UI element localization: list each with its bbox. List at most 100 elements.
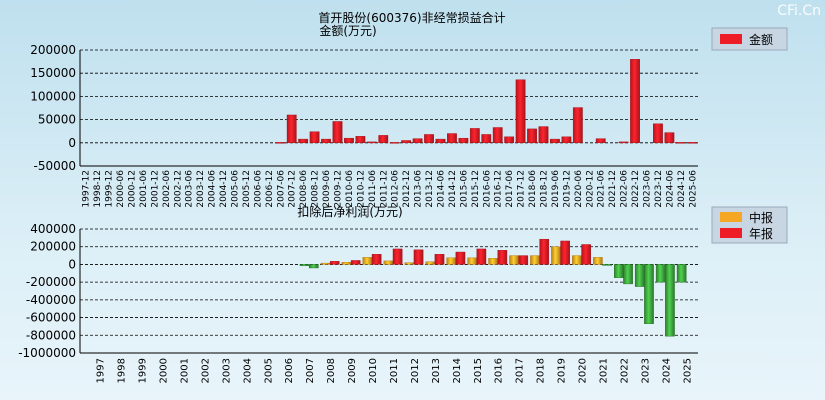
chart1-x-tick-label: 2003-06 bbox=[185, 170, 195, 208]
chart1-x-tick-labels: 1997-12 1998-12 1999-12 2000-06 2000-12 2001-… bbox=[82, 170, 699, 208]
chart1-y-tick-label: -50000 bbox=[33, 159, 76, 173]
chart1-x-tick-label: 2003-12 bbox=[196, 170, 206, 208]
chart2-bar-annual bbox=[665, 264, 675, 337]
chart2-bar-annual bbox=[644, 264, 654, 324]
chart1-x-tick-label: 2017-12 bbox=[517, 170, 527, 208]
chart2-bar-annual bbox=[413, 249, 424, 265]
chart1-x-tick-label: 2011-12 bbox=[379, 170, 389, 208]
chart2-bar-annual bbox=[539, 238, 550, 265]
chart2-bar-annual bbox=[455, 251, 466, 265]
chart1-x-tick-label: 2013-06 bbox=[414, 170, 424, 208]
chart2-bar-interim bbox=[572, 255, 582, 265]
chart1-bar bbox=[458, 137, 469, 144]
chart1-x-tick-label: 2008-06 bbox=[299, 170, 309, 208]
chart1-bar bbox=[572, 107, 583, 144]
chart2-bar-interim bbox=[341, 262, 352, 265]
chart2-grid: 400000 200000 0 -200000 -400000 -600000 -80000… bbox=[18, 222, 698, 360]
chart2-y-tick-label: -600000 bbox=[26, 311, 76, 325]
chart2-bar-annual bbox=[497, 250, 508, 265]
chart1-x-tick-label: 2022-12 bbox=[631, 170, 641, 208]
chart1-x-tick-label: 2023-06 bbox=[643, 170, 653, 208]
chart1-legend-box bbox=[711, 27, 788, 51]
chart2-x-tick-label: 2016 bbox=[494, 358, 505, 383]
chart2-legend: 中报 年报 bbox=[711, 206, 788, 244]
chart1-bar bbox=[332, 121, 343, 144]
chart2-bar-interim bbox=[404, 262, 415, 265]
chart1-bar bbox=[469, 128, 480, 144]
chart1-bar bbox=[653, 123, 663, 144]
chart2-y-tick-label: 400000 bbox=[30, 222, 76, 236]
chart1-x-tick-label: 2006-06 bbox=[253, 170, 263, 208]
chart1-x-tick-label: 2012-06 bbox=[391, 170, 401, 208]
chart1-bar bbox=[309, 131, 320, 144]
chart1-bar bbox=[550, 138, 560, 143]
chart1-x-tick-label: 2012-12 bbox=[402, 170, 412, 208]
chart1-x-tick-label: 2018-06 bbox=[528, 170, 538, 208]
chart2-bar-interim bbox=[383, 260, 394, 265]
chart1-x-tick-label: 2005-12 bbox=[242, 170, 252, 208]
chart2-x-tick-label: 2020 bbox=[578, 358, 589, 383]
chart2-x-tick-label: 2015 bbox=[473, 358, 484, 383]
chart1-x-tick-label: 2013-12 bbox=[425, 170, 435, 208]
chart2-bar-annual bbox=[329, 261, 340, 265]
chart1-y-tick-label: 200000 bbox=[30, 43, 76, 57]
chart2-x-tick-label: 2017 bbox=[515, 358, 526, 383]
chart1-x-tick-label: 2002-12 bbox=[173, 170, 183, 208]
chart2-bar-interim bbox=[362, 257, 373, 265]
chart1-bar bbox=[286, 114, 297, 143]
chart1-bar bbox=[504, 136, 515, 144]
chart1-bar bbox=[538, 126, 549, 143]
chart2-x-tick-label: 2012 bbox=[410, 358, 421, 383]
chart1-x-tick-label: 2024-06 bbox=[665, 170, 675, 208]
chart1-x-tick-label: 2005-06 bbox=[231, 170, 241, 208]
chart1-x-tick-label: 2007-06 bbox=[276, 170, 286, 208]
chart2-bar-annual bbox=[623, 264, 633, 285]
chart2-x-tick-label: 2002 bbox=[200, 358, 211, 383]
chart2-x-tick-label: 2013 bbox=[431, 358, 442, 383]
chart1-x-tick-label: 2019-12 bbox=[562, 170, 572, 208]
chart1-bar bbox=[435, 138, 446, 143]
chart2-bar-annual bbox=[476, 248, 487, 265]
chart2-x-tick-labels: 1997 1998 1999 2000 2001 2002 2003 2004 2005 2006… bbox=[96, 358, 694, 383]
chart1-bar bbox=[515, 79, 526, 143]
chart1-x-tick-label: 2008-12 bbox=[311, 170, 321, 208]
chart1-bar bbox=[412, 138, 423, 143]
chart2-bar-annual bbox=[518, 255, 529, 265]
chart1-x-tick-label: 2009-06 bbox=[322, 170, 332, 208]
chart1-x-tick-label: 2018-12 bbox=[540, 170, 550, 208]
chart2-bar-interim bbox=[530, 255, 540, 265]
chart1-x-tick-label: 1997-12 bbox=[82, 170, 92, 208]
chart2-y-tick-label: 0 bbox=[68, 257, 76, 271]
chart1-bar bbox=[675, 142, 686, 144]
chart2-x-tick-label: 2011 bbox=[389, 358, 400, 383]
chart2-x-tick-label: 2023 bbox=[640, 358, 651, 383]
chart2-bar-interim bbox=[509, 255, 519, 265]
chart1-x-tick-label: 2019-06 bbox=[551, 170, 561, 208]
chart1-y-tick-label: 150000 bbox=[30, 66, 76, 80]
chart1-x-tick-label: 2004-06 bbox=[208, 170, 218, 208]
chart2-bar-interim bbox=[446, 257, 457, 265]
chart2-bar-annual bbox=[581, 244, 591, 265]
chart2-bar-interim bbox=[467, 257, 477, 265]
chart2-x-tick-label: 2010 bbox=[368, 358, 379, 383]
chart1-subtitle: 金额(万元) bbox=[319, 23, 376, 38]
chart2-y-tick-label: -1000000 bbox=[18, 346, 76, 360]
chart2-title: 扣除后净利润(万元) bbox=[297, 204, 402, 219]
chart2-x-tick-label: 2019 bbox=[557, 358, 568, 383]
chart1-y-tick-label: 50000 bbox=[38, 113, 76, 127]
chart2-x-tick-label: 2018 bbox=[536, 358, 547, 383]
chart1-bar bbox=[664, 132, 675, 143]
chart1-x-tick-label: 2007-12 bbox=[288, 170, 298, 208]
chart1-bar bbox=[618, 141, 629, 144]
chart2-bars bbox=[299, 238, 687, 337]
chart2-bar-interim bbox=[320, 262, 331, 265]
chart1-x-tick-label: 2001-12 bbox=[150, 170, 160, 208]
chart1-bar bbox=[424, 134, 434, 143]
chart2-x-tick-label: 2003 bbox=[221, 358, 232, 383]
chart1-bar bbox=[527, 128, 537, 144]
chart2-y-tick-label: -200000 bbox=[26, 275, 76, 289]
chart1-bar bbox=[687, 142, 698, 144]
chart2-bar-interim bbox=[655, 264, 666, 283]
